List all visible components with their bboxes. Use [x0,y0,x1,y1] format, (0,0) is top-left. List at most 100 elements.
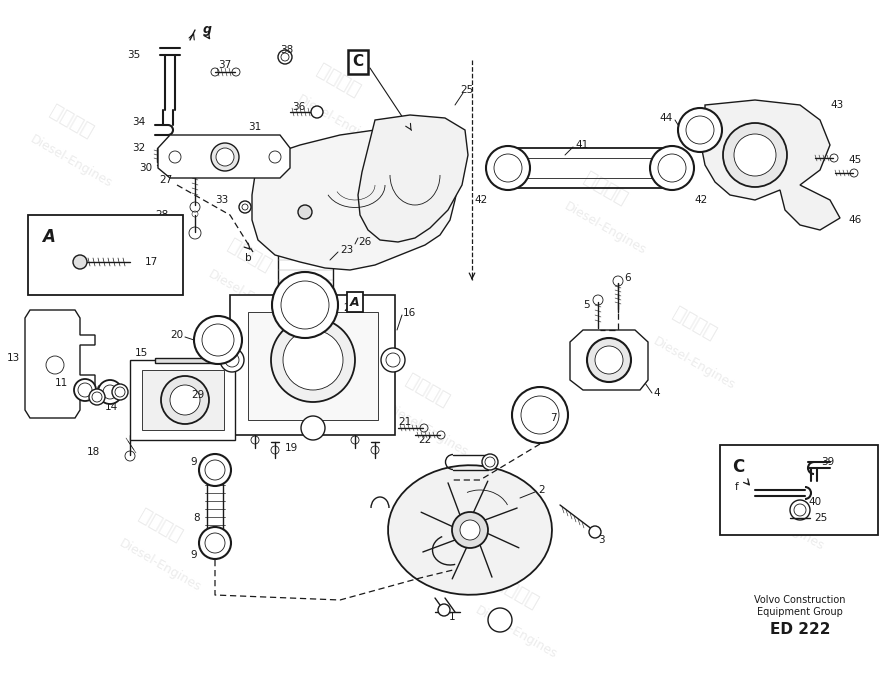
Circle shape [250,375,260,385]
Circle shape [205,460,225,480]
Text: Diesel-Engines: Diesel-Engines [295,92,382,150]
Circle shape [169,151,181,163]
Circle shape [281,53,289,61]
Text: 紫发动力: 紫发动力 [135,505,185,545]
Circle shape [199,454,231,486]
Circle shape [78,383,92,397]
Text: 24: 24 [343,303,356,313]
Text: 紫发动力: 紫发动力 [402,370,452,411]
Text: 21: 21 [398,417,411,427]
Text: g: g [203,24,212,36]
Text: 26: 26 [358,237,371,247]
Bar [155,358,215,363]
Circle shape [271,318,355,402]
Text: 1: 1 [449,612,455,622]
Circle shape [386,353,400,367]
Circle shape [112,384,128,400]
Text: 5: 5 [583,300,590,310]
Circle shape [521,396,559,434]
Polygon shape [700,100,840,230]
Text: 紫发动力: 紫发动力 [491,572,541,612]
Circle shape [486,146,530,190]
Text: 紫发动力: 紫发动力 [313,61,363,101]
Text: 23: 23 [340,245,353,255]
Circle shape [211,143,239,171]
Circle shape [278,50,292,64]
Text: 42: 42 [694,195,708,205]
Text: f: f [735,482,739,492]
Text: A: A [350,295,360,308]
Bar [720,445,878,535]
Circle shape [252,377,258,383]
Text: 46: 46 [848,215,862,225]
Text: 44: 44 [659,113,673,123]
Text: 20: 20 [170,330,183,340]
Text: C: C [732,458,744,476]
Text: Diesel-Engines: Diesel-Engines [651,334,738,392]
Text: 17: 17 [145,257,158,267]
Text: 43: 43 [830,100,843,110]
Circle shape [734,134,776,176]
Circle shape [115,387,125,397]
Circle shape [494,154,522,182]
Text: 11: 11 [55,378,68,388]
Circle shape [202,324,234,356]
Polygon shape [252,130,460,270]
Text: 41: 41 [575,140,588,150]
Circle shape [225,353,239,367]
Circle shape [460,520,480,540]
Circle shape [242,204,248,210]
Text: 34: 34 [132,117,145,127]
Text: Equipment Group: Equipment Group [757,607,843,617]
Text: Diesel-Engines: Diesel-Engines [740,496,827,554]
Circle shape [73,255,87,269]
Polygon shape [570,330,648,390]
Text: 6: 6 [624,273,631,283]
Text: 33: 33 [215,195,228,205]
Circle shape [269,151,281,163]
Text: 紫发动力: 紫发动力 [758,464,808,505]
Text: 30: 30 [139,163,152,173]
Bar [28,215,183,295]
Text: Diesel-Engines: Diesel-Engines [206,267,293,325]
Circle shape [298,205,312,219]
Circle shape [595,346,623,374]
Circle shape [723,123,787,187]
Text: 9: 9 [190,550,197,560]
Text: 10: 10 [91,385,104,395]
Text: 13: 13 [7,353,20,363]
Text: 2: 2 [538,485,545,495]
Text: Diesel-Engines: Diesel-Engines [117,536,204,594]
Text: A: A [42,228,55,246]
Text: 29: 29 [191,390,205,400]
Text: Diesel-Engines: Diesel-Engines [473,604,560,662]
Circle shape [205,533,225,553]
Text: 22: 22 [418,435,432,445]
Circle shape [650,146,694,190]
Text: 45: 45 [848,155,862,165]
Text: 36: 36 [292,102,305,112]
Text: 8: 8 [193,513,200,523]
Bar [248,312,378,420]
Circle shape [589,526,601,538]
Circle shape [92,392,102,402]
Text: 19: 19 [285,443,298,453]
Text: 18: 18 [86,447,100,457]
Text: Diesel-Engines: Diesel-Engines [384,402,471,460]
Circle shape [678,108,722,152]
Circle shape [301,416,325,440]
Circle shape [311,106,323,118]
Polygon shape [358,115,468,242]
Text: 7: 7 [550,413,556,423]
Circle shape [587,338,631,382]
Circle shape [686,116,714,144]
Text: ED 222: ED 222 [770,622,830,637]
Text: 37: 37 [218,60,231,70]
Circle shape [161,376,209,424]
Circle shape [216,148,234,166]
Circle shape [482,454,498,470]
Circle shape [74,379,96,401]
Circle shape [658,154,686,182]
Circle shape [794,504,806,516]
Text: 9: 9 [190,457,197,467]
